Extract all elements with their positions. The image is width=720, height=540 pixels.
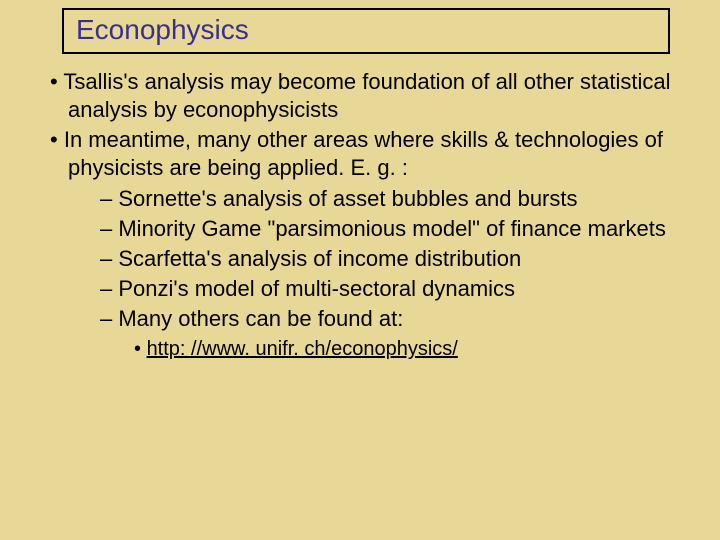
bullet-level2: Many others can be found at: xyxy=(20,305,700,333)
title-box: Econophysics xyxy=(62,8,670,54)
bullet-level1: In meantime, many other areas where skil… xyxy=(20,126,700,182)
bullet-level1: Tsallis's analysis may become foundation… xyxy=(20,68,700,124)
bullet-text: Tsallis's analysis may become foundation… xyxy=(63,69,670,122)
slide: Econophysics Tsallis's analysis may beco… xyxy=(0,0,720,540)
bullet-level2: Minority Game "parsimonious model" of fi… xyxy=(20,215,700,243)
link-text[interactable]: http: //www. unifr. ch/econophysics/ xyxy=(147,338,458,360)
bullet-text: Many others can be found at: xyxy=(118,306,403,331)
slide-title: Econophysics xyxy=(76,14,249,45)
bullet-level2: Sornette's analysis of asset bubbles and… xyxy=(20,185,700,213)
bullet-text: In meantime, many other areas where skil… xyxy=(64,127,663,180)
bullet-level2: Scarfetta's analysis of income distribut… xyxy=(20,245,700,273)
slide-content: Tsallis's analysis may become foundation… xyxy=(20,68,700,363)
bullet-level3: http: //www. unifr. ch/econophysics/ xyxy=(20,337,700,363)
bullet-text: Ponzi's model of multi-sectoral dynamics xyxy=(118,276,515,301)
bullet-text: Minority Game "parsimonious model" of fi… xyxy=(118,216,666,241)
bullet-text: Scarfetta's analysis of income distribut… xyxy=(118,246,521,271)
bullet-level2: Ponzi's model of multi-sectoral dynamics xyxy=(20,275,700,303)
bullet-text: Sornette's analysis of asset bubbles and… xyxy=(118,186,577,211)
